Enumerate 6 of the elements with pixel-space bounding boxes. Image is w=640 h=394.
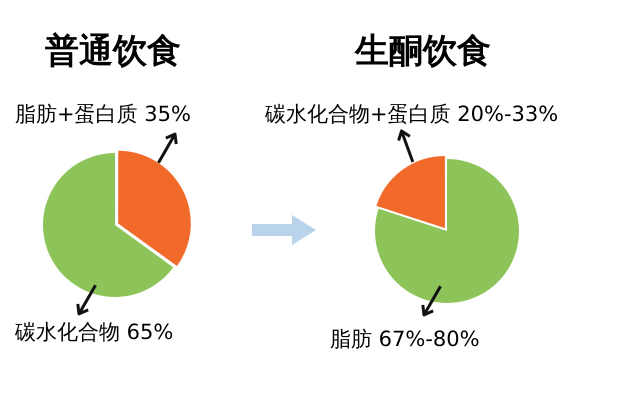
slice-label: 碳水化合物+蛋白质 20%-33% (265, 101, 558, 128)
slice-label: 碳水化合物 65% (15, 319, 174, 346)
chart-title: 生酮饮食 (355, 30, 491, 73)
chart-title: 普通饮食 (45, 30, 181, 73)
slice-label: 脂肪+蛋白质 35% (15, 101, 191, 128)
slice-label: 脂肪 67%-80% (330, 326, 480, 353)
